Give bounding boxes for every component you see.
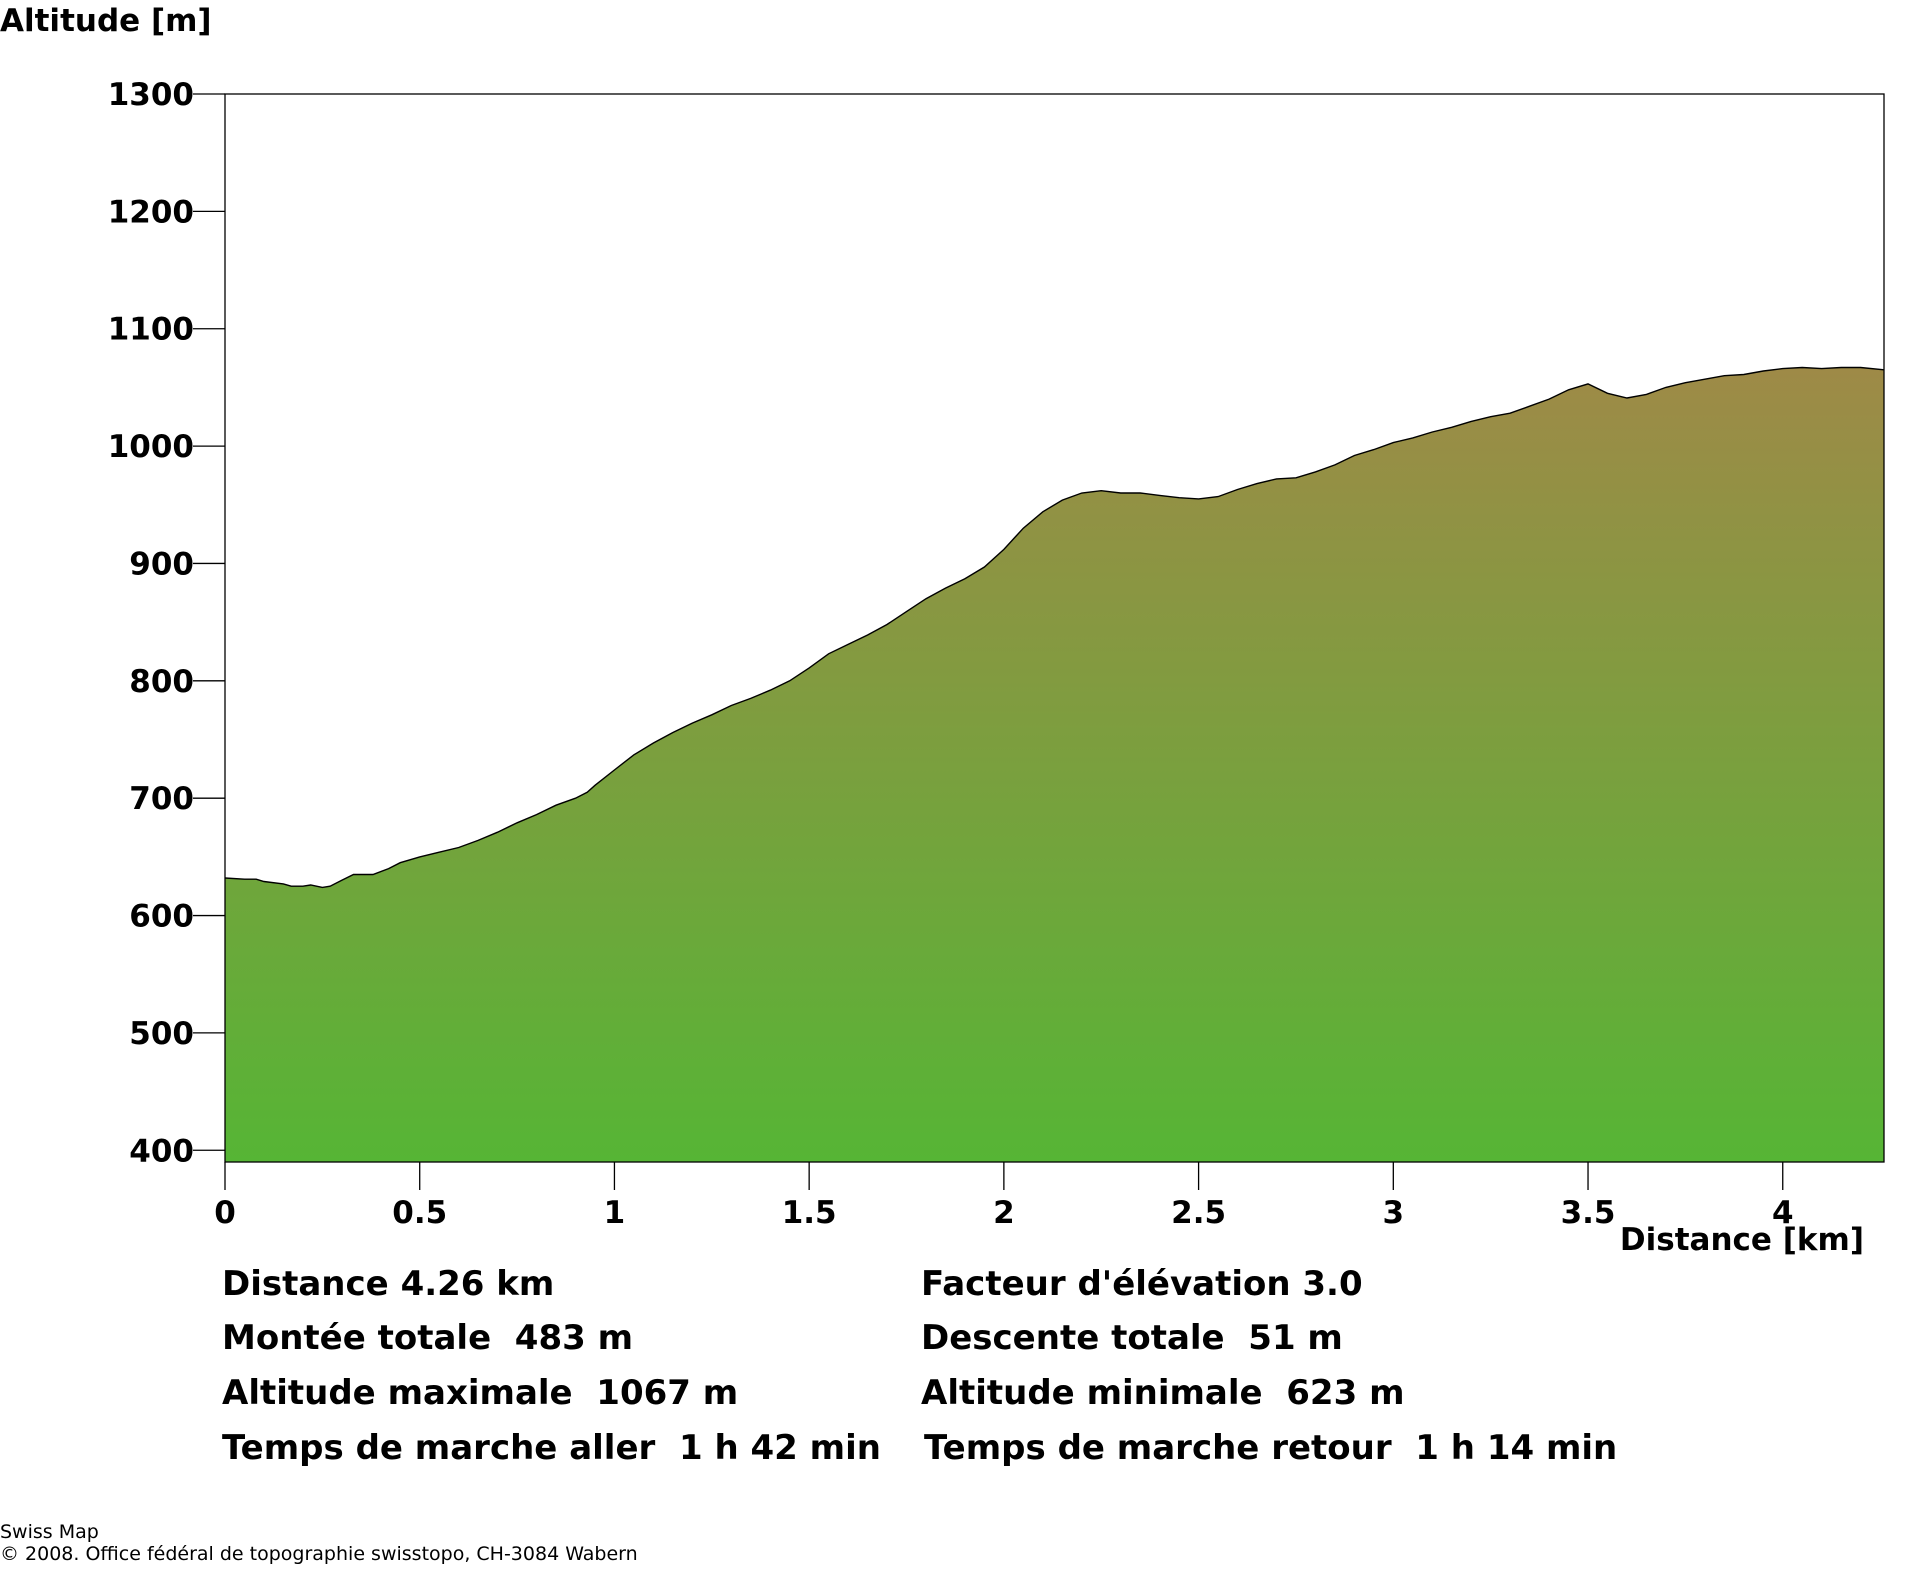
stat-total-descent: Descente totale 51 m	[921, 1318, 1343, 1358]
y-tick-label: 500	[129, 1016, 194, 1052]
elevation-area	[225, 367, 1884, 1162]
x-tick-label: 2.5	[1171, 1195, 1226, 1231]
x-tick-label: 0	[214, 1195, 236, 1231]
stat-min-altitude: Altitude minimale 623 m	[921, 1373, 1405, 1413]
x-tick-label: 4	[1772, 1195, 1794, 1231]
y-tick-label: 1100	[108, 312, 194, 348]
stat-total-ascent: Montée totale 483 m	[222, 1318, 634, 1358]
y-tick-label: 1300	[108, 77, 194, 113]
y-axis-title: Altitude [m]	[0, 3, 212, 39]
y-axis: 400 500 600 700 800 900 1000 1100 1200 1300	[108, 77, 225, 1169]
y-tick-label: 700	[129, 781, 194, 817]
x-tick-label: 3	[1383, 1195, 1405, 1231]
x-tick-label: 1	[604, 1195, 626, 1231]
y-tick-label: 800	[129, 664, 194, 700]
stat-distance: Distance 4.26 km	[222, 1264, 555, 1304]
x-tick-label: 3.5	[1561, 1195, 1616, 1231]
stat-max-altitude: Altitude maximale 1067 m	[222, 1373, 739, 1413]
y-tick-label: 1200	[108, 194, 194, 230]
x-tick-label: 0.5	[392, 1195, 447, 1231]
x-tick-label: 2	[993, 1195, 1015, 1231]
plot-frame	[224, 93, 1885, 1163]
y-tick-label: 900	[129, 546, 194, 582]
x-axis-title: Distance [km]	[1620, 1222, 1864, 1258]
x-tick-label: 1.5	[782, 1195, 837, 1231]
y-tick-label: 1000	[108, 429, 194, 465]
credit-copyright: © 2008. Office fédéral de topographie sw…	[0, 1543, 638, 1565]
stat-elevation-factor: Facteur d'élévation 3.0	[921, 1264, 1363, 1304]
y-tick-label: 600	[129, 899, 194, 935]
stat-time-outbound: Temps de marche aller 1 h 42 min	[222, 1428, 881, 1468]
y-tick-label: 400	[129, 1133, 194, 1169]
elevation-line	[224, 366, 1885, 889]
x-axis: 0 0.5 1 1.5 2 2.5 3 3.5 4	[214, 1162, 1794, 1231]
credit-source: Swiss Map	[0, 1521, 99, 1543]
stat-time-return: Temps de marche retour 1 h 14 min	[924, 1428, 1618, 1468]
